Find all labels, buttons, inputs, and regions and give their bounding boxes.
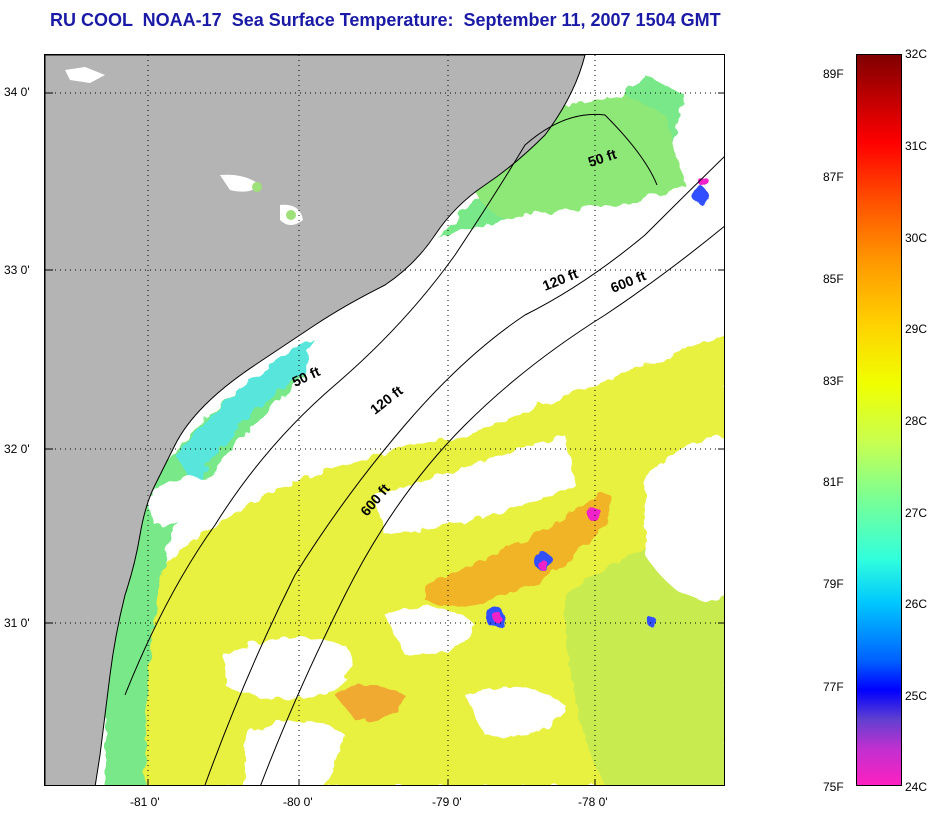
contour-120ft [204, 156, 724, 785]
cb-label-77f: 77F [823, 680, 844, 694]
cb-label-28c: 28C [905, 414, 928, 428]
sst-cold-spot-5 [648, 618, 658, 628]
lon-tick-81: -81 0' [130, 795, 160, 809]
cb-label-26c: 26C [905, 597, 928, 611]
cb-label-31c: 31C [905, 139, 928, 153]
cb-label-27c: 27C [905, 506, 928, 520]
lat-tick-32: 32 0' [4, 442, 30, 456]
cb-label-32c: 32C [905, 47, 928, 61]
cb-label-75f: 75F [823, 780, 844, 794]
frame-ticks [45, 92, 724, 785]
cb-label-87f: 87F [823, 170, 844, 184]
cb-label-29c: 29C [905, 322, 928, 336]
sst-cold-spot-4 [692, 187, 708, 203]
sst-hot-core [425, 493, 612, 607]
depth-contours [124, 113, 724, 785]
land-cloud-2 [220, 174, 260, 192]
lat-tick-34: 34 0' [4, 85, 30, 99]
land-mass [45, 55, 586, 785]
sst-coldest-spot-4 [700, 178, 710, 188]
temperature-colorbar [856, 54, 902, 786]
contour-50ft [124, 113, 658, 696]
land-lake-2 [286, 210, 296, 220]
lon-tick-78: -78 0' [578, 795, 608, 809]
lon-tick-79: -79 0' [432, 795, 462, 809]
sst-coldest-spot-1 [492, 612, 502, 622]
cb-label-30c: 30C [905, 231, 928, 245]
sst-coldest-spot-2 [538, 560, 548, 570]
lat-tick-33: 33 0' [4, 263, 30, 277]
land-lake-1 [252, 182, 262, 192]
cb-label-24c: 24C [905, 780, 928, 794]
sst-map: 50 ft 50 ft 120 ft 120 ft 600 ft 600 ft [44, 54, 725, 786]
cb-label-85f: 85F [823, 272, 844, 286]
cb-label-83f: 83F [823, 374, 844, 388]
sst-hot-patch [335, 685, 405, 721]
lat-tick-31: 31 0' [4, 616, 30, 630]
lon-tick-80: -80 0' [283, 795, 313, 809]
contour-600ft [260, 225, 724, 785]
cb-label-89f: 89F [823, 67, 844, 81]
land-cloud-1 [65, 67, 105, 83]
cb-label-25c: 25C [905, 689, 928, 703]
cb-label-79f: 79F [823, 577, 844, 591]
cb-label-81f: 81F [823, 475, 844, 489]
map-title: RU COOL NOAA-17 Sea Surface Temperature:… [50, 10, 721, 30]
